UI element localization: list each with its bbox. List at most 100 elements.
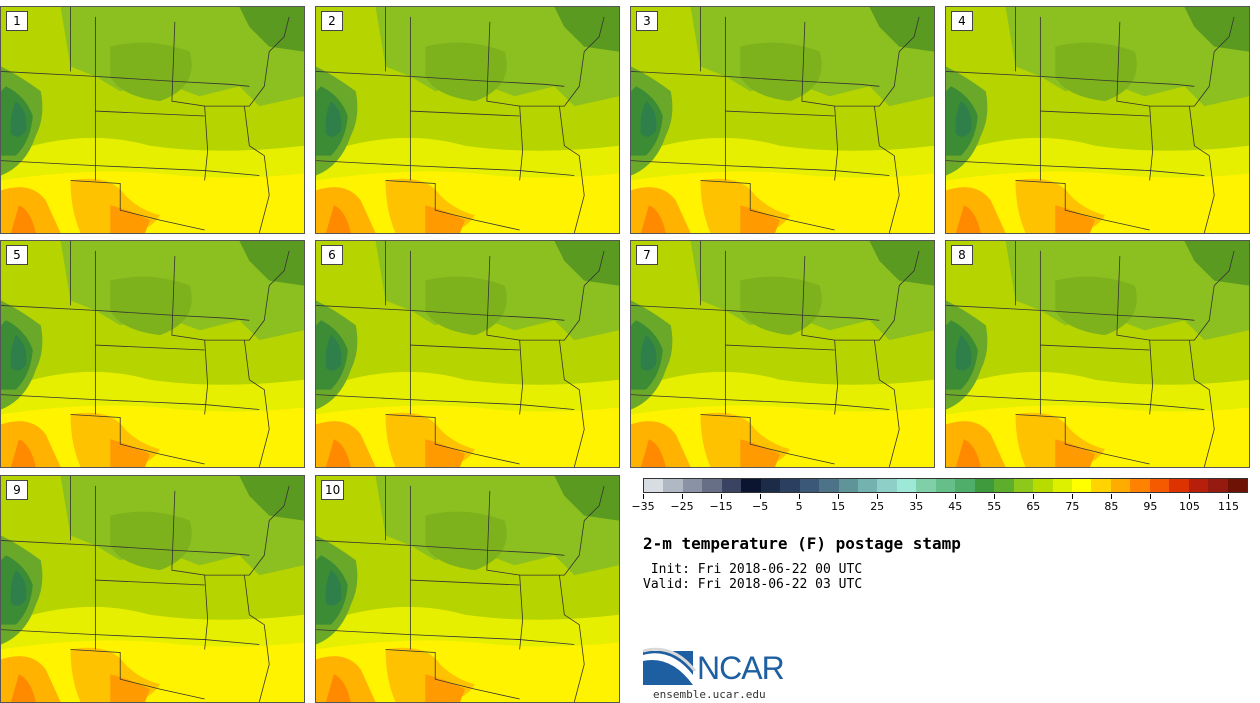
colorbar-cell [799,479,820,492]
temperature-map [1,241,304,467]
colorbar-tick [1033,494,1035,499]
temperature-map [946,241,1249,467]
colorbar-cell [974,479,995,492]
colorbar-tick [1150,494,1152,499]
colorbar-cell [682,479,703,492]
temperature-map [316,476,619,702]
ncar-logo-icon [643,647,697,685]
product-title: 2-m temperature (F) postage stamp [643,534,961,553]
colorbar-cell [955,479,975,492]
member-panel-5: 5 [0,240,305,468]
colorbar-cell [702,479,722,492]
colorbar-tick-label: 115 [1217,500,1239,513]
colorbar-cell [741,479,761,492]
colorbar-tick [760,494,762,499]
member-number: 4 [951,11,973,31]
colorbar-tick-label: 65 [1026,500,1041,513]
colorbar-cell [838,479,858,492]
colorbar-cell [1227,479,1248,492]
colorbar-tick-label: 85 [1104,500,1119,513]
member-panel-4: 4 [945,6,1250,234]
member-panel-10: 10 [315,475,620,703]
colorbar-cell [760,479,781,492]
colorbar-tick-label: 35 [909,500,924,513]
colorbar-tick [1111,494,1113,499]
colorbar-cell [1149,479,1170,492]
colorbar-cell [819,479,839,492]
colorbar-tick-label: 55 [987,500,1002,513]
colorbar-cell [644,479,664,492]
colorbar-cell [1071,479,1092,492]
init-time: Init: Fri 2018-06-22 00 UTC [643,562,863,577]
member-panel-3: 3 [630,6,935,234]
member-panel-6: 6 [315,240,620,468]
colorbar-tick-label: 75 [1065,500,1080,513]
member-panel-7: 7 [630,240,935,468]
member-panel-2: 2 [315,6,620,234]
colorbar-cell [1091,479,1111,492]
colorbar-cell [1052,479,1072,492]
colorbar-tick-label: −25 [670,500,694,513]
colorbar-tick-label: −15 [709,500,733,513]
colorbar-tick-label: 95 [1143,500,1158,513]
colorbar-tick-label: 5 [795,500,803,513]
temperature-colorbar [643,478,1248,493]
colorbar-cell [877,479,897,492]
temperature-map [631,241,934,467]
member-panel-8: 8 [945,240,1250,468]
colorbar-cell [1013,479,1034,492]
colorbar-tick-label: 15 [831,500,846,513]
colorbar-tick [955,494,957,499]
colorbar-cell [994,479,1014,492]
colorbar-cell [1188,479,1209,492]
member-number: 1 [6,11,28,31]
colorbar-tick [799,494,801,499]
colorbar-tick-label: −35 [631,500,655,513]
temperature-map [1,7,304,233]
colorbar-cell [1110,479,1131,492]
colorbar-tick [877,494,879,499]
member-number: 6 [321,245,343,265]
colorbar-cell [1169,479,1189,492]
valid-time: Valid: Fri 2018-06-22 03 UTC [643,577,863,592]
colorbar-cell [1130,479,1150,492]
member-number: 10 [321,480,345,500]
colorbar-tick-label: 45 [948,500,963,513]
temperature-map [316,241,619,467]
colorbar-tick-label: 105 [1178,500,1200,513]
member-number: 2 [321,11,343,31]
colorbar-cell [1208,479,1228,492]
temperature-map [316,7,619,233]
colorbar-tick [643,494,644,499]
colorbar-tick [682,494,684,499]
site-url: ensemble.ucar.edu [653,688,766,701]
member-panel-9: 9 [0,475,305,703]
colorbar-cell [780,479,800,492]
colorbar-cell [916,479,936,492]
colorbar-cell [935,479,956,492]
colorbar-cell [663,479,683,492]
member-panel-1: 1 [0,6,305,234]
colorbar-cell [721,479,742,492]
colorbar-tick [1189,494,1191,499]
colorbar-tick-label: −5 [751,500,769,513]
colorbar-tick-labels: −35 −25 −15 −5 5 15 25 35 45 55 65 75 85 95 105 115 [631,494,1248,516]
temperature-map [946,7,1249,233]
colorbar-tick [994,494,996,499]
colorbar-cell [1033,479,1053,492]
member-number: 8 [951,245,973,265]
colorbar-tick [838,494,840,499]
colorbar-cell [857,479,878,492]
logo-text: NCAR [697,650,785,686]
member-number: 9 [6,480,28,500]
temperature-map [631,7,934,233]
colorbar-tick [916,494,918,499]
colorbar-tick-label: 25 [870,500,885,513]
member-number: 3 [636,11,658,31]
colorbar-cell [896,479,917,492]
member-number: 7 [636,245,658,265]
colorbar-tick [721,494,723,499]
colorbar-tick [1228,494,1230,499]
colorbar-tick [1072,494,1074,499]
member-number: 5 [6,245,28,265]
